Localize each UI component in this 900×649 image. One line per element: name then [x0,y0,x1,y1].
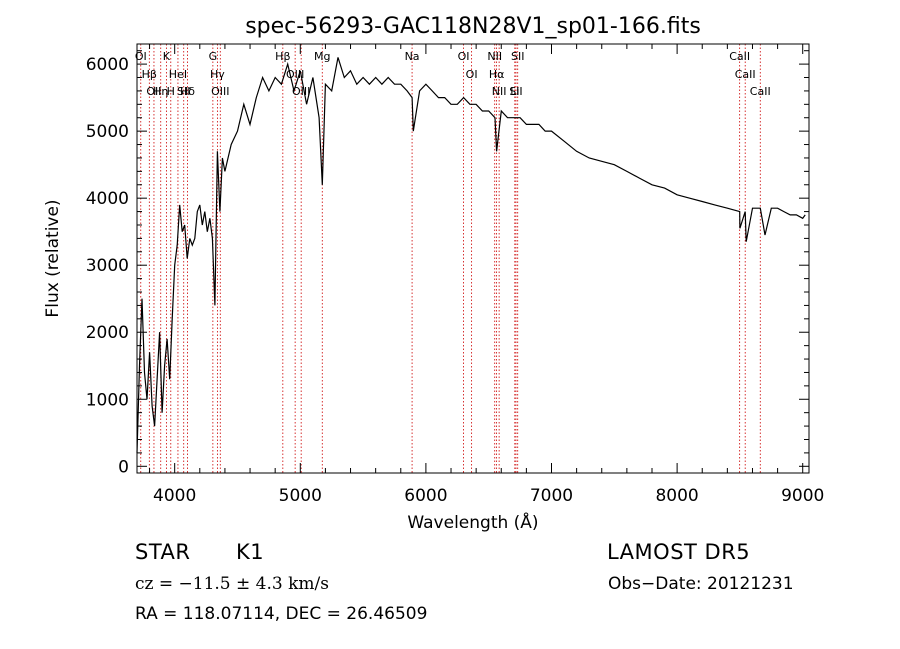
spectral-line-label: Hβ [142,68,157,81]
spectral-line-label: HeI [169,68,187,81]
spectrum-line [136,57,806,453]
plot-frame [136,43,810,474]
spectral-line-label: OI [458,50,470,63]
spectral-line-label: OII [146,85,161,98]
spectral-line-label: NII [492,85,507,98]
spectral-line-label: OI [466,68,478,81]
y-tick-label: 6000 [86,55,129,75]
x-tick-label: 7000 [530,486,573,506]
survey-label: LAMOST DR5 [607,540,751,564]
spectral-line-label: Na [405,50,420,63]
obs-date: Obs−Date: 20121231 [608,574,794,594]
x-tick-label: 6000 [404,486,447,506]
spectral-line-label: SII [177,85,190,98]
x-tick-label: 5000 [279,486,322,506]
spectral-line-label: K [163,50,171,63]
spectral-line-label: Mg [314,50,330,63]
spectral-line-label: OIII [211,85,229,98]
spectral-line-label: OI [135,50,147,63]
spectral-line-label: H [167,85,175,98]
chart-title: spec-56293-GAC118N28V1_sp01-166.fits [245,14,701,39]
y-tick-label: 4000 [86,189,129,209]
object-class: STAR [135,540,191,564]
redshift-cz: cz = −11.5 ± 4.3 km/s [135,574,329,594]
spectral-line-label: Hβ [275,50,290,63]
y-tick-label: 3000 [86,256,129,276]
y-tick-label: 2000 [86,323,129,343]
y-tick-label: 0 [118,457,129,477]
object-subclass: K1 [236,540,265,564]
spectral-line-label: Hδ [180,85,195,98]
spectral-line-label: NII [487,50,502,63]
spectral-line-label: Li [510,85,519,98]
spectral-line-label: CaII [729,50,750,63]
x-tick-label: 8000 [655,486,698,506]
x-axis-label: Wavelength (Å) [407,511,538,533]
spectral-line-label: Hη [153,85,168,98]
spectral-line-label: SII [511,50,524,63]
y-tick-label: 5000 [86,122,129,142]
x-tick-label: 4000 [153,486,196,506]
spectral-line-label: CaII [750,85,771,98]
spectral-line-label: CaII [735,68,756,81]
y-axis-label: Flux (relative) [43,199,63,317]
spectral-line-label: Hα [489,68,505,81]
spectral-line-label: OIII [292,85,310,98]
x-tick-label: 9000 [781,486,824,506]
ra-dec: RA = 118.07114, DEC = 26.46509 [135,604,428,624]
spectral-line-label: Hγ [210,68,225,81]
spectral-line-label: G [209,50,218,63]
spectral-line-label: SII [509,85,522,98]
y-tick-label: 1000 [86,390,129,410]
